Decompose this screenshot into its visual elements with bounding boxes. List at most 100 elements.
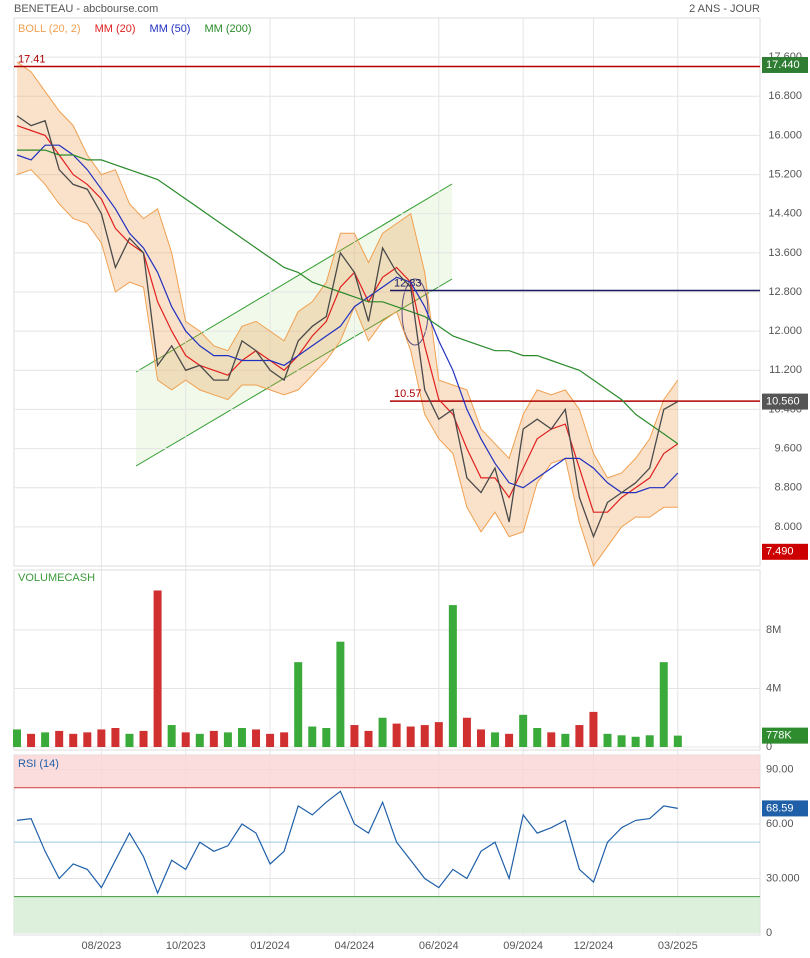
price-tag-label: 7.490	[766, 546, 794, 558]
channel-line	[135, 183, 453, 373]
y-tick-label: 60.00	[766, 818, 794, 830]
volume-bar	[350, 725, 359, 747]
volume-bar	[420, 725, 429, 747]
source: BENETEAU - abcbourse.com	[14, 3, 158, 15]
volume-bar	[153, 590, 162, 747]
x-tick-label: 12/2024	[574, 940, 614, 952]
volume-bar	[13, 729, 21, 747]
volume-bar	[209, 730, 218, 747]
volume-bar	[617, 735, 626, 747]
bollinger-upper	[16, 61, 679, 479]
volume-bar	[336, 641, 345, 747]
y-tick-label: 9.600	[774, 442, 802, 454]
moving-average	[17, 149, 679, 445]
legend-entry: MM (50)	[150, 23, 191, 35]
x-tick-label: 04/2024	[335, 940, 375, 952]
volume-bar	[434, 722, 443, 747]
volume-bar	[519, 714, 528, 747]
y-tick-label: 90.00	[766, 763, 794, 775]
price-tag	[762, 543, 808, 560]
overbought-zone	[14, 755, 760, 788]
y-tick-label: 0	[766, 741, 772, 753]
volume-bar	[505, 733, 514, 747]
y-tick-label: 13.600	[768, 247, 802, 259]
level-label: 10.57	[394, 388, 422, 400]
y-tick-label: 16.000	[768, 129, 802, 141]
volume-bar	[645, 735, 654, 747]
volume-bar	[223, 732, 232, 747]
volume-bar	[406, 726, 415, 747]
volume-bar	[252, 729, 261, 747]
volume-bar	[280, 732, 289, 747]
volume-bar	[294, 662, 303, 747]
y-tick-label: 15.200	[768, 168, 802, 180]
y-tick-label: 11.200	[769, 364, 802, 376]
volume-bar	[631, 736, 640, 747]
panel-title: VOLUMECASH	[18, 572, 95, 584]
volume-bar	[83, 732, 92, 747]
x-tick-label: 01/2024	[250, 940, 290, 952]
volume-bar	[392, 723, 401, 747]
price-line	[16, 115, 679, 539]
price-tag-label: 68.59	[766, 802, 794, 814]
volume-bar	[55, 730, 64, 747]
volume-bar	[378, 717, 387, 747]
channel-line	[135, 278, 453, 467]
volume-bar	[491, 732, 500, 747]
volume-panel	[13, 569, 761, 751]
legend-entry: MM (20)	[95, 23, 136, 35]
bollinger-lower	[16, 169, 678, 568]
volume-bar	[181, 732, 190, 747]
volume-bar	[308, 726, 317, 747]
y-tick-label: 14.400	[768, 208, 802, 220]
x-tick-label: 09/2024	[503, 940, 543, 952]
volume-bar	[364, 730, 373, 747]
volume-bar	[589, 711, 598, 747]
price-tag-label: 778K	[766, 730, 792, 742]
volume-bar	[659, 662, 668, 747]
price-tag-label: 10.560	[766, 396, 800, 408]
volume-bar	[533, 727, 542, 747]
x-tick-label: 03/2025	[658, 940, 698, 952]
volume-bar	[167, 725, 176, 747]
volume-bar	[41, 732, 50, 747]
y-tick-label: 8M	[766, 624, 781, 636]
y-tick-label: 8.000	[774, 521, 802, 533]
volume-bar	[603, 733, 612, 747]
volume-bar	[139, 730, 148, 747]
volume-bar	[237, 727, 246, 747]
y-tick-label: 0	[766, 927, 772, 939]
volume-bar	[195, 733, 204, 747]
y-tick-label: 12.800	[768, 286, 802, 298]
volume-bar	[448, 605, 457, 747]
volume-bar	[547, 732, 556, 747]
rsi-line	[16, 790, 678, 895]
legend-entry: BOLL (20, 2)	[18, 23, 81, 35]
y-tick-label: 16.800	[768, 90, 802, 102]
volume-bar	[561, 733, 570, 747]
volume-bar	[27, 733, 36, 747]
y-tick-label: 8.800	[774, 482, 802, 494]
oversold-zone	[14, 896, 760, 933]
y-tick-label: 4M	[766, 682, 781, 694]
y-tick-label: 30.000	[766, 872, 800, 884]
volume-bar	[125, 733, 134, 747]
price-tag-label: 17.440	[766, 59, 800, 71]
price-tag	[762, 800, 808, 817]
volume-bar	[673, 735, 682, 747]
price-tag	[762, 56, 808, 73]
x-tick-label: 06/2024	[419, 940, 459, 952]
panel-title: RSI (14)	[18, 758, 59, 770]
volume-bar	[575, 725, 584, 747]
volume-bar	[322, 727, 331, 747]
volume-bar	[462, 717, 471, 747]
volume-bar	[97, 729, 106, 747]
legend-entry: MM (200)	[204, 23, 251, 35]
volume-bar	[69, 733, 78, 747]
bollinger-fill	[17, 62, 678, 566]
moving-average	[16, 144, 679, 494]
volume-bar	[266, 733, 275, 747]
price-tag	[762, 393, 808, 410]
